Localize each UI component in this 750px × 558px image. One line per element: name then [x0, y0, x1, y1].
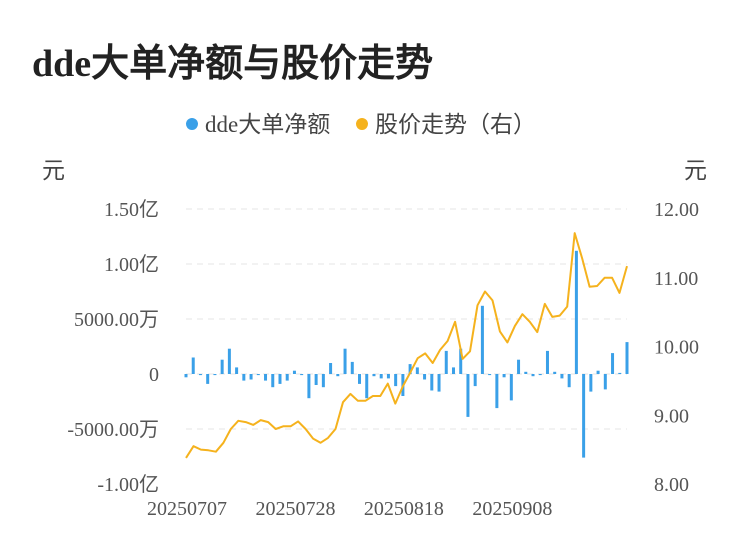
dde-bar — [271, 374, 275, 388]
dde-bar — [321, 374, 325, 388]
dde-bar — [502, 374, 506, 378]
price-line — [185, 232, 628, 459]
dde-bar — [625, 342, 629, 374]
right-axis-ticks: 8.00 9.00 10.00 11.00 12.00 — [654, 199, 699, 496]
dde-bar — [415, 367, 419, 374]
dde-bar — [307, 374, 311, 399]
right-tick-label: 9.00 — [654, 405, 689, 427]
right-tick-label: 10.00 — [654, 337, 699, 359]
dde-bar — [314, 374, 318, 385]
dde-bar — [300, 374, 304, 376]
grid-lines — [186, 208, 627, 430]
dde-bar — [480, 305, 484, 374]
dde-bar — [495, 374, 499, 409]
x-tick-label: 20250908 — [472, 498, 552, 520]
x-tick-label: 20250818 — [364, 498, 444, 520]
dde-bar — [509, 374, 513, 401]
dde-bar — [517, 359, 521, 374]
legend: dde大单净额 股价走势（右） — [186, 112, 536, 137]
dde-bar — [350, 361, 354, 374]
dde-bar — [423, 374, 427, 380]
legend-label: 股价走势（右） — [375, 112, 536, 137]
dde-bar — [249, 374, 253, 380]
dde-bar — [430, 374, 434, 391]
dde-bar — [191, 357, 195, 374]
dde-bar — [292, 370, 296, 374]
dde-bar — [184, 374, 188, 378]
legend-marker — [186, 118, 198, 130]
dde-bar — [394, 374, 398, 387]
dde-bar — [466, 374, 470, 417]
dde-bar — [329, 363, 333, 374]
dde-bar — [603, 374, 607, 390]
left-tick-label: 1.00亿 — [104, 253, 159, 276]
dde-bar — [582, 374, 586, 458]
dde-bar — [206, 374, 210, 384]
dde-bar — [611, 353, 615, 374]
dde-bar — [574, 250, 578, 374]
dde-bar — [358, 374, 362, 384]
dde-bar — [567, 374, 571, 388]
dde-bar — [545, 350, 549, 374]
left-axis-ticks: -1.00亿 -5000.00万 0 5000.00万 1.00亿 1.50亿 — [67, 198, 159, 496]
right-tick-label: 8.00 — [654, 474, 689, 496]
left-axis-unit: 元 — [42, 158, 65, 183]
dde-bar — [343, 348, 347, 374]
dde-bar — [596, 370, 600, 374]
left-tick-label: -1.00亿 — [97, 473, 159, 496]
dde-bars — [184, 250, 629, 458]
price-line-group — [185, 232, 628, 459]
dde-bar — [242, 374, 246, 381]
dde-bar — [459, 348, 463, 374]
dde-bar — [451, 367, 455, 374]
x-axis-ticks: 20250707 20250728 20250818 20250908 — [147, 498, 552, 520]
dde-bar — [220, 359, 224, 374]
dde-bar — [285, 374, 289, 381]
dde-bar — [256, 374, 260, 376]
left-tick-label: 0 — [149, 364, 159, 386]
dde-bar — [444, 350, 448, 374]
dde-bar — [372, 374, 376, 377]
dde-bar — [213, 374, 217, 376]
dde-bar — [589, 374, 593, 392]
dde-bar — [278, 374, 282, 384]
dde-bar — [618, 372, 622, 374]
dde-bar — [560, 374, 564, 379]
dde-bar — [524, 371, 528, 374]
legend-label: dde大单净额 — [205, 112, 330, 137]
dde-bar — [408, 364, 412, 374]
left-tick-label: 5000.00万 — [74, 309, 159, 331]
x-tick-label: 20250728 — [255, 498, 335, 520]
dde-bar — [336, 374, 340, 377]
dde-bar — [553, 371, 557, 374]
dde-bar — [531, 374, 535, 377]
dde-bar — [386, 374, 390, 379]
dde-bar — [264, 374, 268, 381]
right-tick-label: 11.00 — [654, 268, 698, 290]
dde-bar — [235, 367, 239, 374]
left-tick-label: 1.50亿 — [104, 198, 159, 221]
x-tick-label: 20250707 — [147, 498, 227, 520]
right-axis-unit: 元 — [684, 158, 707, 183]
left-tick-label: -5000.00万 — [67, 419, 159, 441]
dde-bar — [437, 374, 441, 392]
dde-bar — [488, 374, 492, 376]
dde-bar — [227, 348, 231, 374]
legend-marker — [356, 118, 368, 130]
dde-bar — [379, 374, 383, 379]
chart-title: dde大单净额与股价走势 — [32, 43, 434, 85]
dde-bar — [538, 374, 542, 376]
dde-bar — [365, 374, 369, 399]
right-tick-label: 12.00 — [654, 199, 699, 221]
dde-bar — [198, 374, 202, 376]
dde-bar — [473, 374, 477, 387]
